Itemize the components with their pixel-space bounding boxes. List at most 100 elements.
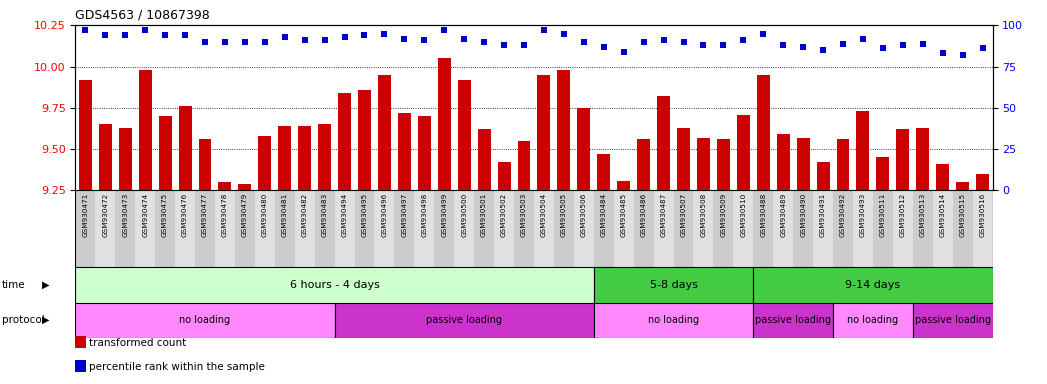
Point [77, 27, 94, 33]
Point [616, 49, 632, 55]
Bar [753, 303, 833, 338]
Bar [514, 190, 534, 267]
Bar [517, 141, 531, 190]
Text: protocol: protocol [2, 315, 45, 325]
Point [834, 40, 851, 46]
Point [675, 39, 692, 45]
Text: GSM930482: GSM930482 [302, 193, 308, 237]
Bar [118, 128, 132, 190]
Bar [614, 190, 633, 267]
Text: GSM930501: GSM930501 [482, 193, 487, 237]
Bar [697, 137, 710, 190]
Bar [797, 137, 809, 190]
Bar [159, 116, 172, 190]
Point [974, 45, 990, 51]
Text: time: time [2, 280, 26, 290]
Bar [75, 303, 335, 338]
Bar [557, 70, 571, 190]
Bar [454, 190, 474, 267]
Bar [418, 116, 430, 190]
Bar [235, 190, 254, 267]
Bar [274, 190, 294, 267]
Point [695, 42, 712, 48]
Bar [574, 190, 594, 267]
Bar [179, 106, 192, 190]
Point [276, 34, 293, 40]
Text: ▶: ▶ [42, 315, 49, 325]
Bar [833, 190, 853, 267]
Text: GSM930508: GSM930508 [700, 193, 707, 237]
Bar [976, 174, 989, 190]
Bar [155, 190, 175, 267]
Text: GSM930488: GSM930488 [760, 193, 766, 237]
Text: GSM930509: GSM930509 [720, 193, 727, 237]
Bar [913, 190, 933, 267]
Text: GSM930504: GSM930504 [541, 193, 547, 237]
Bar [757, 75, 770, 190]
Bar [658, 96, 670, 190]
Text: passive loading: passive loading [915, 315, 990, 325]
Bar [415, 190, 435, 267]
Text: 9-14 days: 9-14 days [845, 280, 900, 290]
Bar [335, 190, 355, 267]
Bar [677, 128, 690, 190]
Point [455, 35, 472, 41]
Text: GSM930505: GSM930505 [561, 193, 566, 237]
Text: GSM930515: GSM930515 [960, 193, 965, 237]
Text: no loading: no loading [847, 315, 898, 325]
Text: GSM930499: GSM930499 [441, 193, 447, 237]
Point [436, 27, 452, 33]
Bar [477, 129, 491, 190]
Bar [355, 190, 375, 267]
Bar [794, 190, 814, 267]
Text: GSM930480: GSM930480 [262, 193, 268, 237]
Point [356, 32, 373, 38]
Point [137, 27, 154, 33]
Text: GSM930516: GSM930516 [980, 193, 985, 237]
Point [735, 37, 752, 43]
Bar [913, 303, 993, 338]
Point [157, 32, 174, 38]
Bar [973, 190, 993, 267]
Bar [594, 267, 753, 303]
Text: GSM930478: GSM930478 [222, 193, 228, 237]
Text: GSM930481: GSM930481 [282, 193, 288, 237]
Bar [215, 190, 235, 267]
Bar [774, 190, 794, 267]
Bar [753, 267, 993, 303]
Text: GSM930493: GSM930493 [860, 193, 866, 237]
Bar [896, 129, 909, 190]
Bar [375, 190, 395, 267]
Text: GSM930490: GSM930490 [800, 193, 806, 237]
Point [854, 35, 871, 41]
Point [316, 37, 333, 43]
Point [715, 42, 732, 48]
Point [874, 45, 891, 51]
Bar [395, 190, 415, 267]
Bar [873, 190, 893, 267]
Bar [494, 190, 514, 267]
Bar [259, 136, 271, 190]
Text: GSM930487: GSM930487 [661, 193, 667, 237]
Bar [298, 126, 311, 190]
Bar [135, 190, 155, 267]
Text: percentile rank within the sample: percentile rank within the sample [89, 362, 265, 372]
Bar [138, 70, 152, 190]
Text: 5-8 days: 5-8 days [649, 280, 697, 290]
Bar [673, 190, 693, 267]
Bar [175, 190, 195, 267]
Point [376, 31, 393, 37]
Bar [777, 134, 789, 190]
Bar [577, 108, 591, 190]
Text: no loading: no loading [648, 315, 699, 325]
Text: GDS4563 / 10867398: GDS4563 / 10867398 [75, 8, 210, 22]
Text: GSM930513: GSM930513 [919, 193, 926, 237]
Point [815, 47, 831, 53]
Text: GSM930494: GSM930494 [341, 193, 348, 237]
Text: 6 hours - 4 days: 6 hours - 4 days [290, 280, 379, 290]
Bar [294, 190, 315, 267]
Bar [856, 111, 869, 190]
Bar [75, 267, 594, 303]
Text: GSM930500: GSM930500 [461, 193, 467, 237]
Text: GSM930474: GSM930474 [142, 193, 149, 237]
